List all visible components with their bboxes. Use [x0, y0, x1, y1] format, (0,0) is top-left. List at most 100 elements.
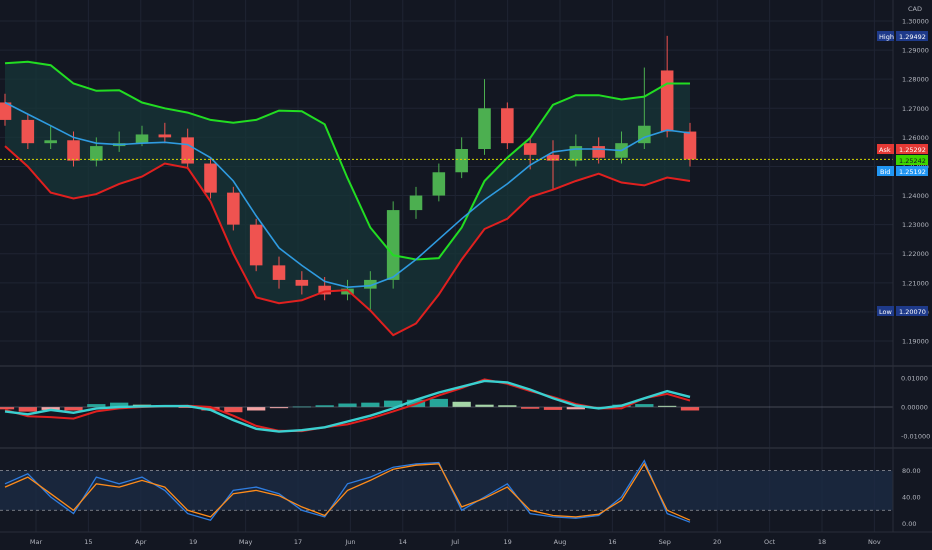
macd-histogram-bar [658, 405, 677, 407]
time-tick-label: 16 [608, 538, 616, 546]
stochastic-tick-label: 80.00 [902, 467, 921, 475]
candle-body [21, 119, 35, 144]
macd-histogram-bar [680, 407, 700, 411]
high-tag-box [877, 31, 894, 41]
high-tag-value-box [896, 31, 928, 41]
candle-body [478, 108, 491, 149]
price-tick-label: 1.30000 [902, 18, 929, 26]
time-axis[interactable]: Mar 15 Apr 19 May 17 Jun 14 Jul 19 Aug 16 Sep 20 Oct 18… [30, 538, 881, 546]
bollinger-basis-line [4, 101, 691, 289]
candle-body [272, 265, 286, 280]
bid-tag-label: Bid [880, 168, 890, 176]
macd-histogram-bar [338, 403, 357, 407]
macd-tick-label: 0.01000 [901, 375, 928, 383]
macd-axis[interactable]: 0.01000 0.00000 -0.01000 [901, 375, 930, 441]
price-tick-label: 1.27000 [902, 105, 929, 113]
price-tick-label: 1.21000 [902, 279, 929, 287]
macd-histogram-bar [543, 407, 563, 410]
macd-histogram-bar [475, 404, 494, 407]
ask-tag-label: Ask [879, 146, 891, 154]
price-pane[interactable] [0, 35, 893, 337]
candle-body [660, 70, 674, 132]
macd-histogram-bar [18, 407, 37, 412]
time-tick-label: Sep [659, 538, 671, 546]
candle-body [90, 146, 103, 161]
time-tick-label: 20 [713, 538, 721, 546]
macd-histogram-bar [498, 405, 517, 407]
last-price-tag-value: 1.25242 [899, 157, 926, 165]
stochastic-band-fill [0, 470, 893, 511]
candle-body [318, 285, 331, 295]
candle-body [204, 163, 217, 193]
low-tag-box [877, 306, 894, 316]
time-tick-label: 18 [818, 538, 826, 546]
candle-body [546, 154, 560, 161]
currency-label: CAD [908, 5, 922, 13]
macd-histogram-bar [110, 402, 129, 407]
price-tick-label: 1.29000 [902, 47, 929, 55]
macd-histogram-bar [521, 407, 540, 409]
candle-body [592, 146, 605, 158]
candle-body [432, 172, 446, 196]
candle-body [249, 224, 263, 266]
macd-tick-label: 0.00000 [901, 404, 928, 412]
time-tick-label: 14 [399, 538, 407, 546]
macd-histogram-bar [269, 407, 289, 409]
macd-histogram-bar [384, 400, 403, 407]
macd-line [4, 379, 691, 433]
macd-histogram-bar [361, 402, 380, 407]
price-tick-label: 1.24000 [902, 192, 929, 200]
stochastic-tick-label: 40.00 [902, 494, 921, 502]
time-tick-label: Mar [30, 538, 43, 546]
time-tick-label: May [239, 538, 253, 546]
last-price-tag-box [896, 155, 928, 165]
bid-tag-box [877, 166, 894, 176]
macd-histogram-bar [224, 407, 243, 413]
candle-body [455, 149, 468, 173]
stochastic-pane[interactable] [0, 459, 893, 523]
stochastic-k-line [4, 459, 691, 523]
price-tick-label: 1.19000 [902, 338, 929, 346]
time-tick-label: 19 [503, 538, 511, 546]
ask-tag-box [877, 144, 894, 154]
low-tag-value-box [896, 306, 928, 316]
candle-body [409, 195, 423, 211]
macd-histogram-bar [429, 398, 448, 407]
macd-histogram-bar [178, 407, 197, 408]
macd-histogram-bar [64, 407, 83, 411]
macd-histogram-bar [0, 407, 15, 410]
time-tick-label: Nov [868, 538, 881, 546]
price-tick-label: 1.22000 [902, 250, 929, 258]
bollinger-lower-line [4, 145, 691, 337]
high-tag-label: High [879, 33, 894, 41]
bid-tag-value: 1.25192 [899, 168, 926, 176]
candle-body [44, 140, 57, 144]
candle-body [0, 102, 12, 120]
bid-tag-value-box [896, 166, 928, 176]
macd-histogram-bar [452, 401, 471, 407]
time-tick-label: Oct [764, 538, 776, 546]
candle-body [135, 134, 149, 144]
macd-signal-line [4, 378, 691, 433]
price-tick-label: 1.28000 [902, 76, 929, 84]
macd-pane[interactable] [0, 378, 893, 433]
bollinger-band-fill [5, 61, 690, 336]
candle-body [227, 192, 240, 225]
high-tag-value: 1.29492 [899, 33, 926, 41]
candle-body [386, 210, 400, 280]
macd-histogram-bar [566, 407, 585, 410]
candle-body [341, 288, 354, 295]
macd-histogram-bar [87, 404, 106, 407]
candle-body [683, 131, 697, 160]
time-tick-label: 17 [294, 538, 302, 546]
time-tick-label: 15 [84, 538, 92, 546]
stochastic-tick-label: 0.00 [902, 520, 916, 528]
price-tick-label: 1.26000 [902, 134, 929, 142]
macd-histogram-bar [247, 407, 266, 411]
stochastic-axis[interactable]: 80.00 40.00 0.00 [902, 467, 921, 528]
candle-body [158, 134, 172, 138]
macd-histogram-bar [315, 405, 334, 407]
ask-tag-value-box [896, 144, 928, 154]
